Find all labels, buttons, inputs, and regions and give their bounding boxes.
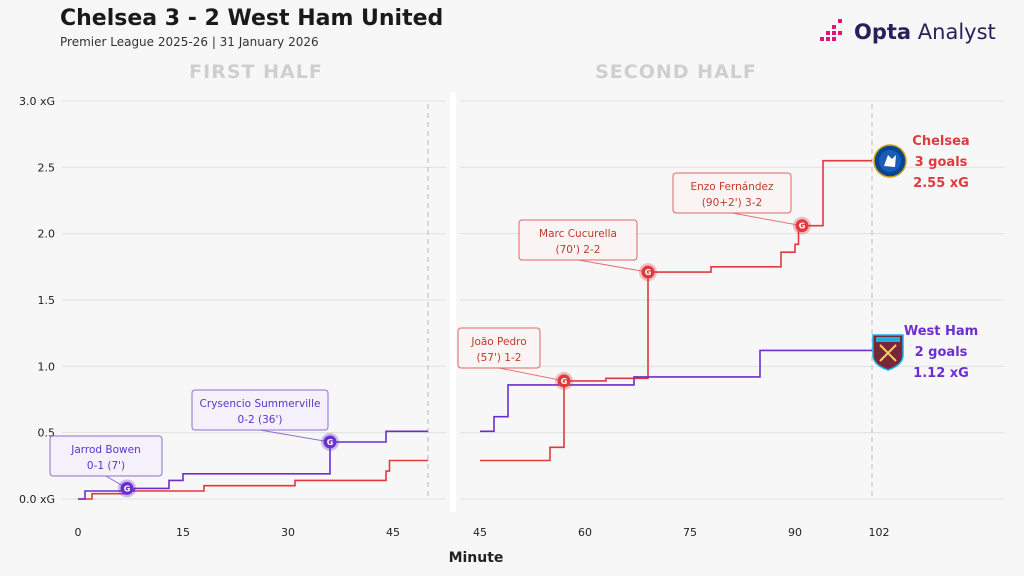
west-ham-xg-line-first-half [78,430,428,500]
x-tick-label: 15 [176,526,190,539]
x-axis-title: Minute [449,550,504,566]
goal-marker [323,435,337,449]
y-tick-label: 1.0 [38,360,56,373]
goal-annotation-box [191,389,329,431]
goal-scorer-label: Marc Cucurella [539,228,617,240]
west-ham-crest-icon [872,334,904,371]
goal-annotation-connector [731,212,803,227]
opta-analyst-logo: Opta Analyst [818,16,996,48]
opta-analyst-wordmark: Opta Analyst [854,20,996,44]
goal-score-label: (57') 1-2 [477,352,522,364]
x-tick-label: 102 [869,526,890,539]
second-half-panel [460,92,1004,512]
westham-name-label: West Ham [904,324,978,339]
y-tick-label: 2.0 [38,228,56,241]
goal-scorer-label: Enzo Fernández [690,181,773,193]
west-ham-xg-line-second-half [480,349,872,433]
x-tick-label: 90 [788,526,802,539]
west-ham-hammer-2 [879,344,897,362]
chelsea-crest-icon [873,144,907,178]
page-title: Chelsea 3 - 2 West Ham United [60,6,444,31]
goal-marker-label: G [561,377,568,386]
goal-scorer-label: Jarrod Bowen [70,444,141,456]
goal-annotation-connector [259,429,331,443]
goal-annotation-box [49,435,163,477]
goal-score-label: (90+2') 3-2 [702,197,762,209]
westham-goals-label: 2 goals [915,345,968,360]
goal-annotation-box [457,327,541,369]
y-tick-label: 0.0 xG [19,493,55,506]
chelsea-name-label: Chelsea [912,134,969,149]
chelsea-goals-label: 3 goals [915,155,968,170]
goal-marker-label: G [799,222,806,231]
goal-score-label: (70') 2-2 [556,244,601,256]
goal-marker-label: G [327,438,334,447]
goal-marker [795,219,809,233]
chelsea-lion-shape [884,155,896,167]
y-tick-label: 1.5 [38,294,56,307]
x-tick-label: 60 [578,526,592,539]
goal-score-label: 0-2 (36') [238,414,283,426]
goal-marker [120,481,134,495]
x-tick-label: 30 [281,526,295,539]
second-half-label: SECOND HALF [595,61,757,83]
goal-marker [641,265,655,279]
x-tick-label: 0 [75,526,82,539]
goal-score-label: 0-1 (7') [87,460,125,472]
chelsea-xg-total-label: 2.55 xG [913,176,969,191]
goal-marker-label: G [124,484,131,493]
west-ham-crest-banner [876,337,900,342]
goal-annotation-box [518,219,638,261]
westham-xg-total-label: 1.12 xG [913,366,969,381]
first-half-label: FIRST HALF [189,61,323,83]
goal-scorer-label: Crysencio Summerville [200,398,321,410]
x-tick-label: 75 [683,526,697,539]
page-subtitle: Premier League 2025-26 | 31 January 2026 [60,35,319,49]
y-tick-label: 3.0 xG [19,95,55,108]
x-tick-label: 45 [473,526,487,539]
y-tick-label: 2.5 [38,161,56,174]
chelsea-xg-line-first-half [78,459,428,500]
opta-logo-icon [820,19,842,41]
goal-marker-label: G [645,268,652,277]
goal-marker [557,374,571,388]
goal-annotation-box [672,172,792,214]
goal-annotation-connector [577,259,649,273]
goal-annotation-connector [498,367,565,382]
goal-scorer-label: João Pedro [470,336,526,348]
x-tick-label: 45 [386,526,400,539]
